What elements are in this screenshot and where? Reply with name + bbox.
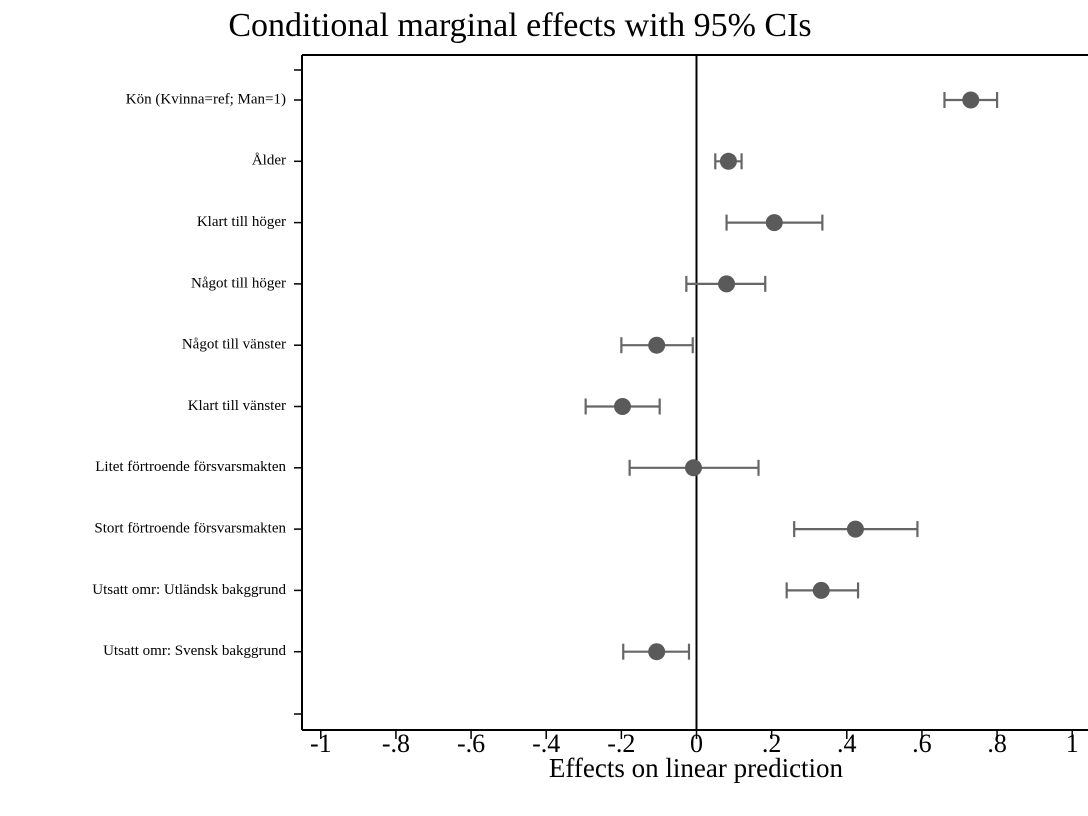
point bbox=[846, 520, 864, 538]
y-tick-label: Stort förtroende försvarsmakten bbox=[94, 521, 286, 537]
chart-title: Conditional marginal effects with 95% CI… bbox=[228, 7, 811, 44]
x-tick-label: 1 bbox=[1066, 729, 1079, 758]
x-tick-label: .4 bbox=[837, 729, 857, 758]
point bbox=[613, 398, 631, 415]
point bbox=[684, 459, 702, 477]
y-tick-label: Klart till vänster bbox=[188, 398, 286, 414]
x-tick-label: 0 bbox=[690, 729, 703, 758]
y-tick-label: Ålder bbox=[252, 153, 286, 169]
x-tick-label: -.8 bbox=[382, 729, 410, 758]
y-tick-label: Något till vänster bbox=[182, 337, 286, 353]
y-tick-label: Något till höger bbox=[191, 275, 286, 291]
y-tick-label: Utsatt omr: Utländsk bakggrund bbox=[92, 582, 286, 598]
y-tick-label: Utsatt omr: Svensk bakggrund bbox=[103, 643, 286, 659]
point bbox=[718, 275, 736, 293]
y-tick-label: Litet förtroende försvarsmakten bbox=[95, 459, 286, 475]
y-tick-label: Kön (Kvinna=ref; Man=1) bbox=[126, 91, 286, 107]
point bbox=[648, 336, 666, 354]
x-tick-label: -1 bbox=[310, 729, 332, 758]
point bbox=[648, 643, 666, 661]
x-tick-label: -.6 bbox=[457, 729, 485, 758]
point bbox=[719, 152, 737, 170]
x-tick-label: .2 bbox=[762, 729, 782, 758]
x-tick-label: -.2 bbox=[607, 729, 635, 758]
point bbox=[765, 214, 783, 232]
x-axis-label: Effects on linear prediction bbox=[549, 753, 844, 783]
point bbox=[812, 581, 830, 599]
x-tick-label: -.4 bbox=[532, 729, 560, 758]
x-tick-label: .6 bbox=[912, 729, 932, 758]
point bbox=[962, 91, 980, 109]
y-tick-label: Klart till höger bbox=[197, 214, 286, 230]
x-tick-label: .8 bbox=[987, 729, 1007, 758]
